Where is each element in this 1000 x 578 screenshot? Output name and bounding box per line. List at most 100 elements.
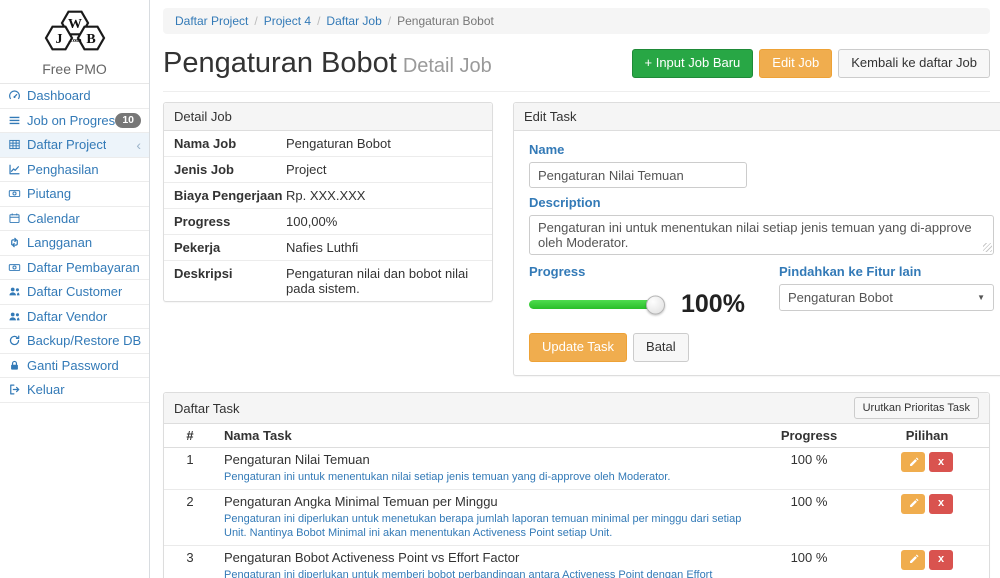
selected-option: Pengaturan Bobot	[788, 290, 893, 305]
refresh-icon	[9, 335, 20, 346]
delete-task-button[interactable]: x	[929, 493, 953, 514]
page-title: Pengaturan Bobot Detail Job	[163, 47, 492, 79]
breadcrumb-link-daftar-job[interactable]: Daftar Job	[326, 14, 382, 28]
task-progress: 100 %	[753, 544, 865, 578]
page-subtitle: Detail Job	[402, 55, 492, 77]
chevron-left-icon: ‹	[136, 136, 141, 153]
task-table-header-row: # Nama Task Progress Pilihan	[164, 424, 989, 449]
delete-task-button[interactable]: x	[929, 452, 953, 473]
daftar-task-heading: Daftar Task Urutkan Prioritas Task	[164, 392, 989, 425]
breadcrumb-link-project-4[interactable]: Project 4	[263, 14, 312, 28]
task-description: Pengaturan ini diperlukan untuk memberi …	[224, 568, 713, 578]
sidebar-item-penghasilan[interactable]: Penghasilan	[0, 158, 149, 182]
kembali-button[interactable]: Kembali ke daftar Job	[838, 49, 990, 78]
edit-task-button[interactable]	[901, 493, 925, 514]
task-description-textarea[interactable]: Pengaturan ini untuk menentukan nilai se…	[529, 215, 994, 255]
progress-block: Progress 100%	[529, 257, 779, 319]
task-actions: x	[865, 448, 989, 490]
sidebar-item-label: Backup/Restore DB	[27, 333, 141, 349]
plus-icon: +	[644, 55, 653, 71]
name-label: Name	[529, 142, 565, 157]
logo-letter-j: J	[55, 32, 62, 47]
urutkan-prioritas-button-top[interactable]: Urutkan Prioritas Task	[853, 396, 979, 420]
column-header-name: Nama Task	[216, 424, 753, 449]
x-icon: x	[937, 553, 945, 566]
input-job-baru-button[interactable]: + Input Job Baru	[631, 49, 754, 78]
task-name-input[interactable]	[529, 162, 747, 188]
sidebar-item-daftar-customer[interactable]: Daftar Customer	[0, 280, 149, 305]
sidebar-item-keluar[interactable]: Keluar	[0, 378, 149, 403]
task-name-cell: Pengaturan Nilai Temuan Pengaturan ini u…	[216, 448, 753, 490]
users-icon	[9, 287, 20, 296]
task-row: 3 Pengaturan Bobot Activeness Point vs E…	[164, 544, 989, 578]
task-name: Pengaturan Bobot Activeness Point vs Eff…	[224, 549, 520, 565]
edit-task-heading: Edit Task	[514, 103, 1000, 131]
progress-row: Progress 100% Pindahkan ke Fitur lain	[529, 257, 994, 319]
resize-grip-icon[interactable]	[983, 243, 992, 252]
batal-button[interactable]: Batal	[633, 333, 689, 362]
task-num: 1	[186, 452, 194, 468]
pencil-icon	[909, 554, 919, 564]
slider-line: 100%	[529, 290, 779, 319]
description-label: Description	[529, 195, 601, 210]
edit-task-button[interactable]	[901, 452, 925, 473]
sidebar-item-daftar-pembayaran[interactable]: Daftar Pembayaran	[0, 256, 149, 280]
x-icon: x	[937, 497, 945, 510]
chart-line-icon	[9, 164, 20, 175]
sidebar-item-backup-restore[interactable]: Backup/Restore DB	[0, 329, 149, 354]
move-feature-select[interactable]: Pengaturan Bobot ▼	[779, 284, 994, 311]
sidebar-item-label: Job on Progress	[27, 112, 116, 128]
sidebar-item-label: Ganti Password	[27, 357, 119, 373]
sidebar-item-piutang[interactable]: Piutang	[0, 182, 149, 207]
panels-row: Detail Job Nama Job Pengaturan Bobot Jeni…	[163, 102, 1000, 376]
sidebar-item-label: Keluar	[27, 382, 65, 398]
sidebar-item-label: Daftar Project	[27, 137, 107, 153]
breadcrumb-separator: /	[254, 14, 258, 28]
delete-task-button[interactable]: x	[929, 549, 953, 570]
detail-job-table: Nama Job Pengaturan Bobot Jenis Job Projec…	[164, 131, 492, 301]
lock-icon	[11, 360, 18, 370]
logo-dotcom: .com	[68, 37, 82, 44]
sidebar-item-dashboard[interactable]: Dashboard	[0, 84, 149, 109]
x-icon: x	[937, 455, 945, 468]
task-table: # Nama Task Progress Pilihan 1 Pengatura…	[164, 424, 989, 578]
task-num: 2	[164, 488, 216, 546]
breadcrumb-separator: /	[317, 14, 321, 28]
sidebar-item-label: Piutang	[27, 186, 72, 202]
slider-handle[interactable]	[646, 295, 665, 314]
brand-subtitle: Free PMO	[42, 61, 107, 77]
table-icon	[9, 140, 20, 150]
detail-job-heading: Detail Job	[164, 103, 492, 131]
sidebar-item-label: Langganan	[27, 235, 93, 251]
logo-letter-b: B	[86, 32, 95, 47]
sidebar-item-daftar-vendor[interactable]: Daftar Vendor	[0, 305, 149, 329]
edit-task-panel: Edit Task Name Description Pengaturan in…	[513, 102, 1000, 376]
retweet-icon	[11, 237, 18, 248]
sidebar-item-daftar-project[interactable]: Daftar Project ‹	[0, 133, 149, 158]
edit-job-button[interactable]: Edit Job	[759, 49, 833, 78]
dashboard-icon	[9, 90, 20, 100]
progress-slider[interactable]	[529, 295, 665, 314]
breadcrumb-link-daftar-project[interactable]: Daftar Project	[175, 14, 249, 28]
column-header-pilihan: Pilihan	[865, 424, 989, 449]
column-header-progress: Progress	[753, 424, 865, 449]
task-progress: 100 %	[753, 488, 865, 546]
sidebar-item-langganan[interactable]: Langganan	[0, 231, 149, 256]
detail-job-panel: Detail Job Nama Job Pengaturan Bobot Jeni…	[163, 102, 493, 302]
description-wrap: Pengaturan ini untuk menentukan nilai se…	[529, 215, 994, 255]
breadcrumb: Daftar Project / Project 4 / Daftar Job / Peng…	[163, 8, 990, 34]
daftar-task-panel: Daftar Task Urutkan Prioritas Task # Nam…	[163, 391, 990, 578]
money-icon	[8, 263, 21, 271]
update-task-button[interactable]: Update Task	[529, 333, 628, 362]
progress-label: Progress	[529, 264, 586, 279]
sidebar-item-job-on-progress[interactable]: Job on Progress 10	[0, 109, 149, 133]
sidebar-item-ganti-password[interactable]: Ganti Password	[0, 354, 149, 378]
sidebar-item-calendar[interactable]: Calendar	[0, 207, 149, 231]
users-icon	[9, 312, 20, 321]
brand: W J B .com Free PMO	[0, 0, 149, 83]
sign-out-icon	[10, 384, 20, 395]
calendar-icon	[9, 213, 20, 223]
edit-task-button[interactable]	[901, 549, 925, 570]
jwb-logo-icon: W J B .com	[44, 10, 105, 51]
